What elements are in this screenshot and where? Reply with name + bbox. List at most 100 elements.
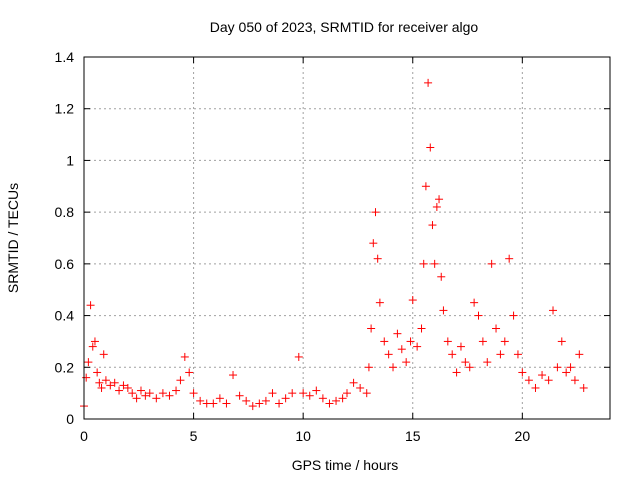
data-point <box>115 386 124 395</box>
data-point <box>452 368 461 377</box>
data-point <box>106 381 115 390</box>
data-point <box>474 311 483 320</box>
data-point <box>465 363 474 372</box>
data-point <box>165 391 174 400</box>
data-point <box>235 391 244 400</box>
data-point <box>356 383 365 392</box>
data-point <box>421 182 430 191</box>
y-tick-label: 0.6 <box>55 256 75 272</box>
x-axis-label: GPS time / hours <box>292 457 399 473</box>
data-point <box>141 391 150 400</box>
data-point <box>371 208 380 217</box>
data-point <box>110 378 119 387</box>
data-point <box>531 383 540 392</box>
data-point <box>325 399 334 408</box>
data-points <box>80 78 588 411</box>
data-point <box>426 143 435 152</box>
y-tick-label: 0.8 <box>55 204 75 220</box>
data-point <box>492 324 501 333</box>
data-point <box>518 368 527 377</box>
data-point <box>562 368 571 377</box>
x-tick-label: 5 <box>190 428 198 444</box>
data-point <box>461 358 470 367</box>
data-point <box>524 376 533 385</box>
data-point <box>343 389 351 398</box>
data-point <box>248 402 257 411</box>
data-point <box>299 389 308 398</box>
data-point <box>152 394 161 403</box>
data-point <box>132 394 141 403</box>
data-point <box>97 383 106 392</box>
data-point <box>196 396 205 405</box>
axis-ticks: 0 0.2 0.4 0.6 0.8 1 1.2 1.4 0 5 10 15 20 <box>55 49 610 444</box>
data-point <box>544 376 553 385</box>
data-point <box>375 298 384 307</box>
chart-title: Day 050 of 2023, SRMTID for receiver alg… <box>210 19 479 35</box>
data-point <box>261 396 270 405</box>
data-point <box>406 337 415 346</box>
data-point <box>538 371 547 380</box>
data-point <box>470 298 479 307</box>
data-point <box>222 399 231 408</box>
data-point <box>483 358 492 367</box>
y-tick-label: 0.2 <box>55 359 75 375</box>
data-point <box>305 391 314 400</box>
y-tick-label: 1 <box>66 152 74 168</box>
y-tick-label: 1.4 <box>55 49 75 65</box>
data-point <box>318 394 327 403</box>
data-point <box>428 221 437 230</box>
data-point <box>95 378 104 387</box>
data-point <box>413 342 422 351</box>
data-point <box>417 324 426 333</box>
data-point <box>566 363 575 372</box>
y-tick-label: 0.4 <box>55 308 75 324</box>
data-point <box>294 352 303 361</box>
plot-frame <box>83 56 611 420</box>
data-point <box>158 389 167 398</box>
data-point <box>408 296 417 305</box>
data-point <box>229 371 238 380</box>
data-point <box>209 399 218 408</box>
data-point <box>509 311 518 320</box>
x-tick-label: 10 <box>295 428 311 444</box>
data-point <box>101 376 110 385</box>
data-point <box>242 396 251 405</box>
data-point <box>380 337 389 346</box>
data-point <box>557 337 566 346</box>
data-point <box>456 342 465 351</box>
data-point <box>84 358 93 367</box>
data-point <box>364 363 373 372</box>
data-point <box>362 389 371 398</box>
data-point <box>119 381 128 390</box>
data-point <box>176 376 185 385</box>
data-point <box>369 239 378 248</box>
data-point <box>288 389 297 398</box>
y-tick-label: 0 <box>66 411 74 427</box>
data-point <box>268 389 277 398</box>
data-point <box>180 352 189 361</box>
data-point <box>90 337 99 346</box>
data-point <box>123 383 132 392</box>
y-axis-label: SRMTID / TECUs <box>5 183 21 293</box>
data-point <box>505 254 514 263</box>
data-point <box>496 350 505 359</box>
data-point <box>373 254 382 263</box>
data-point <box>500 337 509 346</box>
data-point <box>549 306 558 315</box>
data-point <box>439 306 448 315</box>
data-point <box>432 202 441 211</box>
data-point <box>255 399 264 408</box>
data-point <box>389 363 398 372</box>
data-point <box>332 396 341 405</box>
data-point <box>419 259 428 268</box>
data-point <box>487 259 496 268</box>
data-point <box>424 78 433 87</box>
data-point <box>393 329 402 338</box>
data-point <box>88 342 97 351</box>
data-point <box>349 378 358 387</box>
data-point <box>338 394 347 403</box>
data-point <box>367 324 376 333</box>
data-point <box>430 259 439 268</box>
